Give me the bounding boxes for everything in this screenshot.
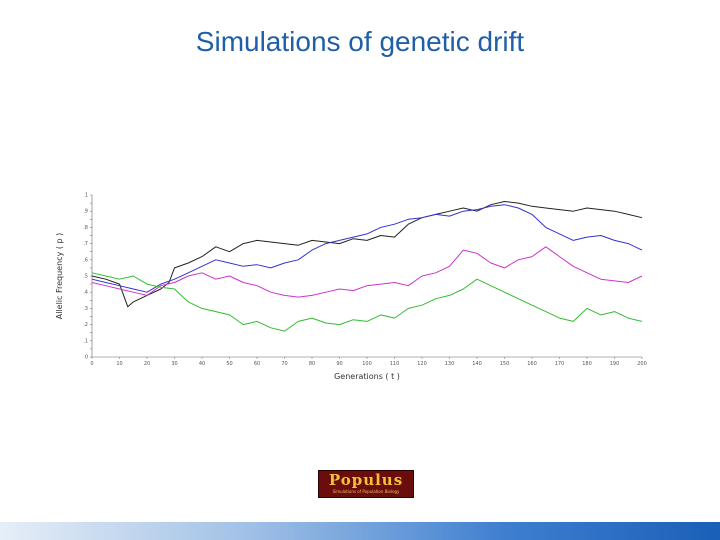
x-tick-label: 20 (144, 361, 150, 367)
x-tick-label: 160 (527, 361, 537, 367)
x-axis-title: Generations ( t ) (334, 372, 400, 381)
y-tick-label: .6 (83, 257, 88, 263)
series-line-1 (91, 201, 643, 308)
x-tick-label: 10 (116, 361, 122, 367)
x-tick-label: 30 (171, 361, 177, 367)
y-tick-label: .8 (83, 225, 88, 231)
y-axis-title: Allelic Frequency ( p ) (55, 233, 64, 320)
footer-gradient-bar (0, 522, 720, 540)
y-tick-label: .7 (83, 241, 88, 247)
x-tick-label: 150 (500, 361, 510, 367)
logo-name: Populus (328, 471, 404, 489)
x-tick-label: 60 (254, 361, 260, 367)
populus-logo: Populus Simulations of Population Biolog… (318, 470, 414, 498)
y-tick-label: .2 (83, 322, 88, 328)
chart-axes: 0.1.2.3.4.5.6.7.8.910 10 20 30 40 50 60 70 80 90 1… (83, 193, 647, 368)
x-tick-label: 0 (90, 361, 93, 367)
x-tick-label: 90 (336, 361, 342, 367)
x-tick-label: 110 (390, 361, 400, 367)
x-tick-label: 200 (637, 361, 647, 367)
logo-tagline: Simulations of Population Biology (332, 489, 400, 494)
drift-chart: 0.1.2.3.4.5.6.7.8.9 1 0 10 20 30 40 50 60 70 80 90 1… (50, 185, 660, 385)
x-tick-label: 80 (309, 361, 315, 367)
y-tick-label: 1 (85, 193, 88, 199)
y-tick-label: .1 (83, 338, 88, 344)
y-tick-label: .5 (83, 274, 88, 280)
x-tick-label: 40 (199, 361, 205, 367)
x-tick-label: 100 (362, 361, 372, 367)
series-line-2 (91, 204, 643, 293)
y-tick-label: .4 (83, 290, 88, 296)
x-tick-label: 190 (610, 361, 620, 367)
series-line-4 (91, 272, 643, 332)
chart-series-group (91, 201, 643, 332)
x-tick-label: 130 (445, 361, 455, 367)
x-tick-label: 170 (555, 361, 565, 367)
chart-svg: 0.1.2.3.4.5.6.7.8.910 10 20 30 40 50 60 70 80 90 1… (55, 193, 647, 382)
x-tick-label: 50 (226, 361, 232, 367)
x-tick-label: 180 (582, 361, 592, 367)
x-tick-label: 120 (417, 361, 427, 367)
y-tick-label: .9 (83, 209, 88, 215)
x-tick-label: 70 (281, 361, 287, 367)
y-tick-label: .3 (83, 306, 88, 312)
y-tick-label: 0 (85, 355, 88, 361)
x-tick-label: 140 (472, 361, 482, 367)
series-line-3 (91, 246, 643, 298)
slide-title: Simulations of genetic drift (195, 26, 525, 57)
